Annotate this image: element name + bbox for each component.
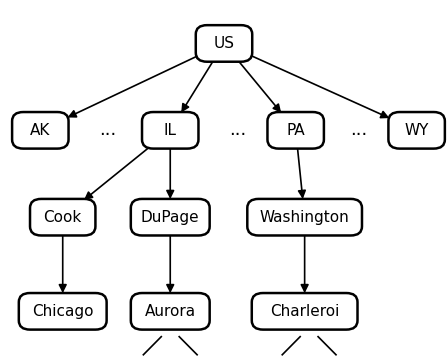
Text: ...: ...	[350, 121, 367, 139]
FancyBboxPatch shape	[196, 25, 252, 62]
FancyBboxPatch shape	[131, 293, 210, 329]
FancyBboxPatch shape	[252, 293, 358, 329]
Text: Aurora: Aurora	[145, 304, 196, 319]
FancyBboxPatch shape	[12, 112, 69, 148]
FancyBboxPatch shape	[267, 112, 324, 148]
Text: US: US	[214, 36, 234, 51]
FancyBboxPatch shape	[131, 199, 210, 236]
Text: Chicago: Chicago	[32, 304, 94, 319]
Text: WY: WY	[405, 123, 429, 138]
Text: DuPage: DuPage	[141, 210, 199, 225]
FancyBboxPatch shape	[19, 293, 107, 329]
Text: ...: ...	[229, 121, 246, 139]
FancyBboxPatch shape	[247, 199, 362, 236]
FancyBboxPatch shape	[30, 199, 95, 236]
Text: ...: ...	[99, 121, 116, 139]
Text: IL: IL	[164, 123, 177, 138]
Text: AK: AK	[30, 123, 51, 138]
Text: Washington: Washington	[260, 210, 349, 225]
FancyBboxPatch shape	[142, 112, 198, 148]
Text: Charleroi: Charleroi	[270, 304, 339, 319]
FancyBboxPatch shape	[388, 112, 445, 148]
Text: Cook: Cook	[43, 210, 82, 225]
Text: PA: PA	[286, 123, 305, 138]
